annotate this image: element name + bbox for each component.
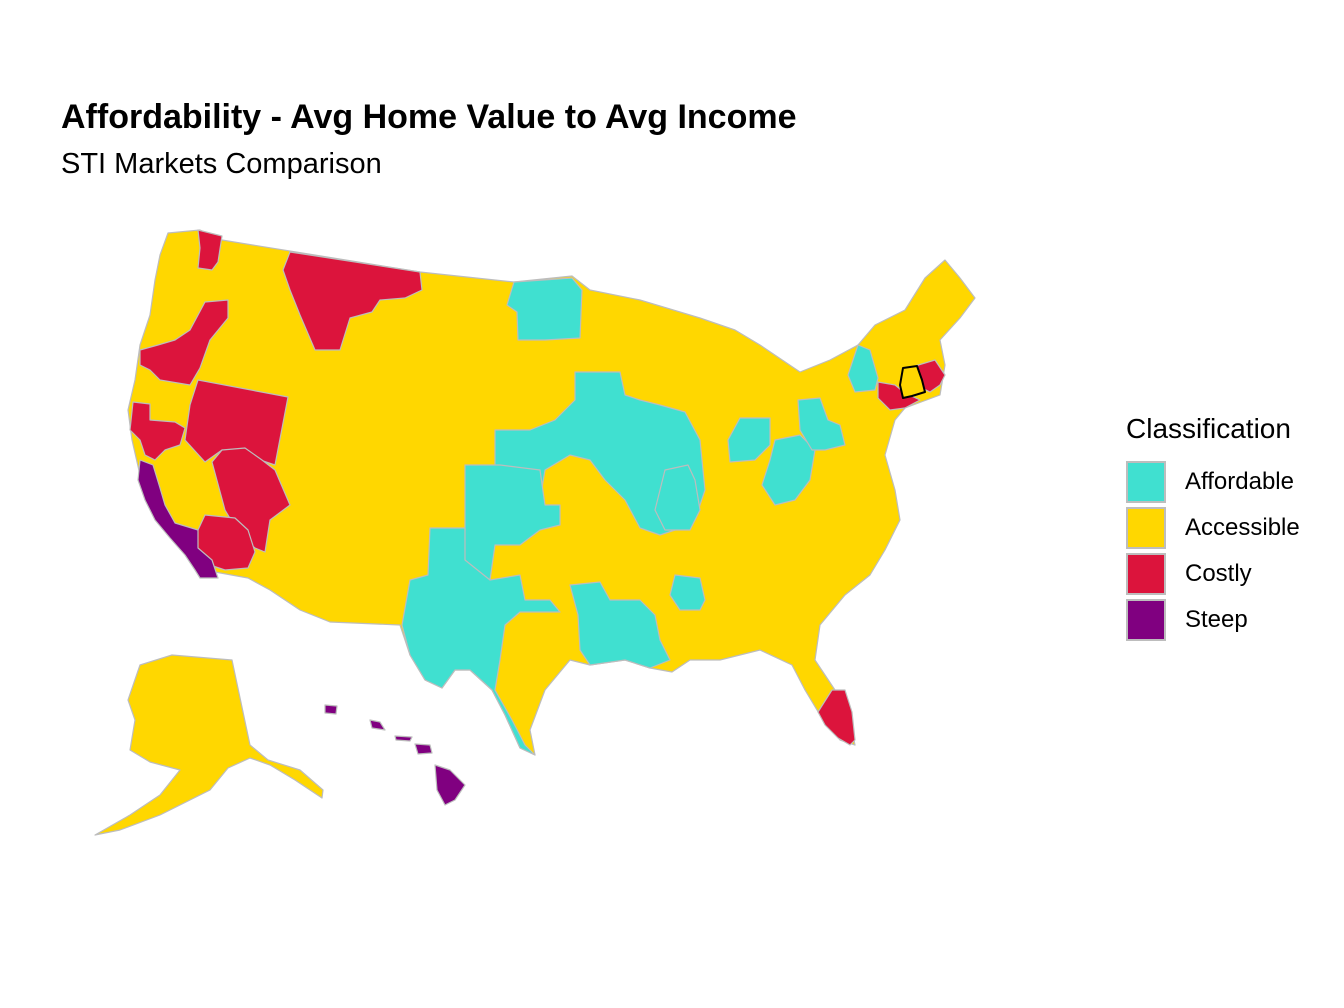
region-south-florida — [817, 689, 856, 746]
legend-label: Costly — [1185, 560, 1252, 587]
region-hartford-highlighted — [899, 365, 926, 399]
legend-label: Steep — [1185, 606, 1248, 633]
region-midwest-core — [494, 371, 706, 536]
legend-label: Affordable — [1185, 468, 1294, 495]
region-hawaii-big-island — [434, 764, 466, 806]
legend-swatch-steep — [1126, 599, 1166, 641]
region-portland-willamette — [139, 299, 229, 386]
chart-subtitle: STI Markets Comparison — [61, 148, 382, 180]
region-indiana-north — [727, 417, 771, 463]
region-alaska — [94, 654, 324, 836]
legend-title: Classification — [1126, 413, 1291, 444]
region-hawaii-maui — [414, 743, 433, 755]
region-northern-alabama — [669, 574, 706, 611]
region-hawaii-molokai — [394, 735, 413, 742]
legend: Classification Affordable Accessible Cos… — [1126, 413, 1300, 643]
region-bay-area — [129, 401, 186, 461]
region-ne-north-dakota — [506, 277, 583, 341]
legend-item-affordable: Affordable — [1126, 459, 1300, 505]
region-kentucky-indiana — [654, 464, 701, 531]
region-coastal-california — [137, 459, 219, 579]
region-seattle — [197, 229, 223, 271]
legend-swatch-accessible — [1126, 507, 1166, 549]
region-upstate-new-york — [847, 344, 879, 393]
region-east-texas-louisiana-mississippi — [569, 581, 671, 669]
chart-title: Affordability - Avg Home Value to Avg In… — [61, 98, 797, 136]
legend-item-steep: Steep — [1126, 597, 1300, 643]
legend-swatch-costly — [1126, 553, 1166, 595]
region-hawaii-kauai — [324, 704, 338, 715]
region-western-pennsylvania — [797, 397, 846, 451]
region-western-montana — [282, 251, 423, 351]
legend-swatch-affordable — [1126, 461, 1166, 503]
legend-item-costly: Costly — [1126, 551, 1300, 597]
region-ohio-wv — [761, 434, 816, 506]
region-hawaii-oahu — [369, 719, 386, 731]
legend-label: Accessible — [1185, 514, 1300, 541]
region-west-south-texas — [401, 527, 561, 756]
legend-item-accessible: Accessible — [1126, 505, 1300, 551]
region-nyc-nj — [877, 381, 921, 411]
